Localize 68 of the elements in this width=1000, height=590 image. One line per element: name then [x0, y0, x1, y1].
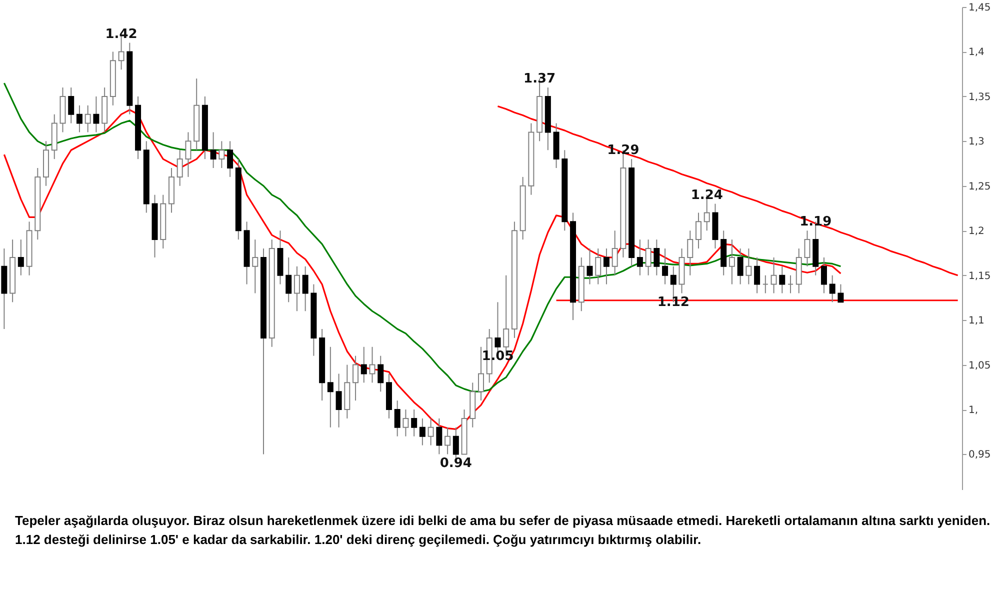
candlestick	[603, 248, 610, 285]
candlestick	[586, 248, 593, 285]
y-tick-label: 1,1	[968, 316, 984, 327]
candlestick	[294, 266, 300, 312]
candlestick	[645, 239, 652, 276]
y-tick-label: 1,25	[968, 181, 991, 192]
candlestick	[428, 418, 434, 446]
candlestick	[444, 426, 451, 455]
candlestick	[84, 104, 91, 133]
y-tick-label: 1,05	[968, 360, 991, 372]
candlestick	[829, 274, 836, 303]
y-tick-label: 1,45	[968, 2, 991, 14]
y-tick-label: 1,3	[968, 136, 984, 148]
candlestick	[411, 409, 418, 437]
text: 1.37	[524, 72, 556, 87]
line-series	[3, 82, 842, 392]
candlestick	[369, 346, 376, 384]
y-tick-label: 1,4	[968, 47, 984, 58]
candlestick	[378, 355, 384, 392]
candlestick	[210, 132, 216, 168]
y-tick-label: 1,15	[968, 270, 991, 282]
candlestick	[762, 274, 768, 294]
candlestick	[352, 355, 359, 402]
text: 1.42	[105, 26, 138, 42]
candlestick	[788, 274, 794, 294]
candlestick	[76, 104, 82, 133]
candlestick	[218, 140, 225, 168]
candlestick	[478, 346, 484, 402]
candlestick	[754, 256, 760, 294]
text: 0.94	[440, 456, 472, 472]
candlestick	[737, 248, 744, 285]
candlestick	[695, 212, 702, 249]
candlestick	[18, 239, 24, 276]
candlestick	[286, 256, 292, 303]
candlestick	[68, 87, 74, 124]
candlestick	[185, 132, 192, 178]
candlestick	[595, 248, 602, 285]
candlestick	[636, 239, 643, 276]
text: Tepeler aşağılarda oluşuyor. Biraz olsun hareketlenmek üzere idi belki de ama bu sefer de piyasa müsaade etmedi. Hareketli ortalamanın altına sarktı yeniden. 1.12 desteği delinirse 1.05' e kadar da sarkabilir. 1.20' deki direnç geçilemedi. Çoğu yatırımcıyı bıktırmış olabilir.	[15, 512, 992, 549]
candlestick	[394, 400, 400, 437]
candlestick	[804, 230, 810, 267]
candlestick	[93, 96, 100, 133]
candlestick	[654, 239, 660, 276]
y-tick-label: 1,2	[968, 226, 984, 238]
candlestick	[838, 284, 844, 303]
y-tick-label: 1,	[968, 405, 978, 416]
candlestick	[770, 256, 777, 294]
candlestick	[728, 239, 735, 285]
candlestick	[746, 248, 752, 285]
candlestick	[360, 346, 367, 384]
y-tick-label: 0,95	[968, 450, 991, 461]
candlestick	[436, 418, 442, 455]
text: 1.24	[690, 188, 723, 203]
candlestick	[419, 418, 426, 446]
candlestick	[327, 346, 334, 428]
candlestick	[687, 230, 694, 276]
y-tick-label: 1,35	[968, 92, 991, 103]
candlestick	[336, 373, 342, 428]
line-series	[496, 105, 959, 276]
candlestick	[252, 239, 258, 294]
candlestick	[779, 266, 786, 294]
candlestick	[820, 256, 827, 294]
candlestick	[227, 140, 234, 178]
candlestick	[662, 248, 668, 285]
candlestick	[612, 230, 618, 276]
candlestick	[302, 266, 308, 312]
candlestick	[402, 409, 409, 437]
candlestick	[176, 150, 183, 186]
